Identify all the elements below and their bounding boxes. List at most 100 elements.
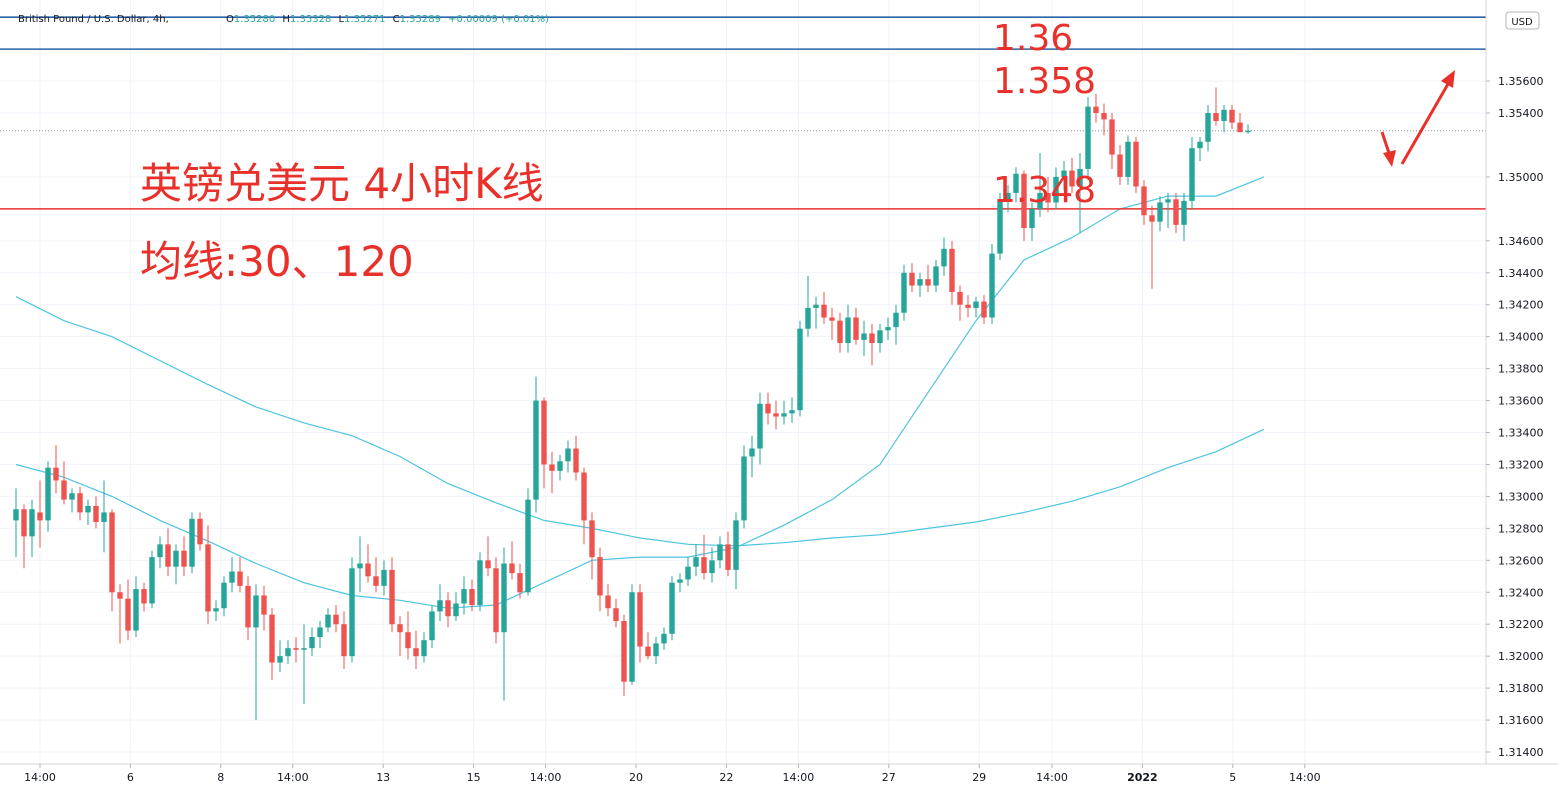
candle-body [301,648,307,650]
candle-body [597,557,603,596]
candle-body [1005,192,1011,201]
candle [1045,176,1051,213]
candle-body [685,566,691,580]
candle [869,323,875,366]
candle-body [605,595,611,609]
candle-body [357,563,363,569]
candle-body [1085,106,1091,169]
candle [237,557,243,593]
candle [157,536,163,569]
candle-body [37,512,43,521]
price-tick-label: 1.31400 [1498,746,1544,759]
candle [469,579,475,612]
candle-body [245,585,251,628]
candle [325,608,331,633]
candle-body [541,400,547,465]
candle [117,584,123,644]
price-tick-label: 1.34600 [1498,235,1544,248]
candle-body [805,307,811,329]
price-tick-label: 1.34200 [1498,299,1544,312]
time-axis[interactable]: 14:00 6 8 14:00 13 15 14:00 20 22 14:00 27 29 14:00 2… [0,763,1558,784]
candle-body [949,248,955,292]
candle [765,392,771,425]
price-tick-label: 1.35600 [1498,75,1544,88]
candle [53,445,59,494]
candle [973,296,979,318]
time-tick-label: 5 [1229,771,1236,784]
candle-body [549,464,555,471]
candle [1165,192,1171,229]
candle-body [93,506,99,522]
currency-badge[interactable]: USD [1505,11,1540,30]
time-tick-label: 2022 [1127,771,1158,784]
candle-body [1205,113,1211,142]
candle-body [229,571,235,583]
candle-body [741,456,747,521]
candle-body [493,568,499,633]
candle [773,400,779,430]
candle-body [653,643,659,657]
candle [1093,93,1099,123]
candle [269,608,275,681]
candle [957,285,963,321]
moving-average-30-line [15,176,1265,609]
candle-body [701,557,707,574]
candle-body [733,520,739,570]
candle-body [1197,141,1203,149]
candle [501,547,507,701]
candle-body [253,595,259,628]
candle [1237,113,1243,133]
candle [1213,87,1219,126]
candle-body [1069,170,1075,187]
ohlc-values: O1.35280 H1.35328 L1.35271 C1.35289 +0.0… [226,14,549,25]
candle [1221,105,1227,133]
price-axis[interactable]: 1.31400 1.31600 1.31800 1.32000 1.32200 1.324… [1485,0,1558,795]
candle [901,264,907,321]
candle-body [181,550,187,567]
candle-body [909,272,915,286]
candle-body [1029,208,1035,229]
time-tick-label: 15 [467,771,481,784]
candle [525,488,531,596]
candle [749,435,755,478]
candle [301,624,307,705]
candle-body [1189,148,1195,201]
arrow-down-annotation [1380,131,1396,167]
candle [125,579,131,641]
candle [229,557,235,593]
candle-body [325,614,331,628]
candle [1117,144,1123,185]
candle [1157,196,1163,232]
level-label-1-358: 1.358 [993,61,1096,102]
candle [629,584,635,685]
candle [1085,97,1091,181]
candle-body [997,200,1003,254]
candle [565,440,571,473]
open-value: 1.35280 [234,14,275,25]
candle-body [957,291,963,305]
candle [1021,170,1027,241]
candle-body [717,544,723,561]
candle [653,636,659,665]
candle-body [525,499,531,593]
candle-body [781,413,787,417]
candle [1029,202,1035,241]
candle [165,528,171,577]
candle-body [1229,109,1235,123]
candle [1077,152,1083,233]
candle [1245,124,1251,134]
level-label-1-36: 1.36 [993,18,1073,59]
candle [661,627,667,650]
candle-body [725,544,731,570]
price-tick-label: 1.32800 [1498,522,1544,535]
candle [341,611,347,669]
candle-body [925,279,931,286]
candle-body [341,624,347,657]
candle-body [565,448,571,462]
candle-body [1053,176,1059,203]
candle-body [333,614,339,625]
candle-body [749,448,755,457]
candle-body [981,301,987,318]
candle [789,397,795,423]
